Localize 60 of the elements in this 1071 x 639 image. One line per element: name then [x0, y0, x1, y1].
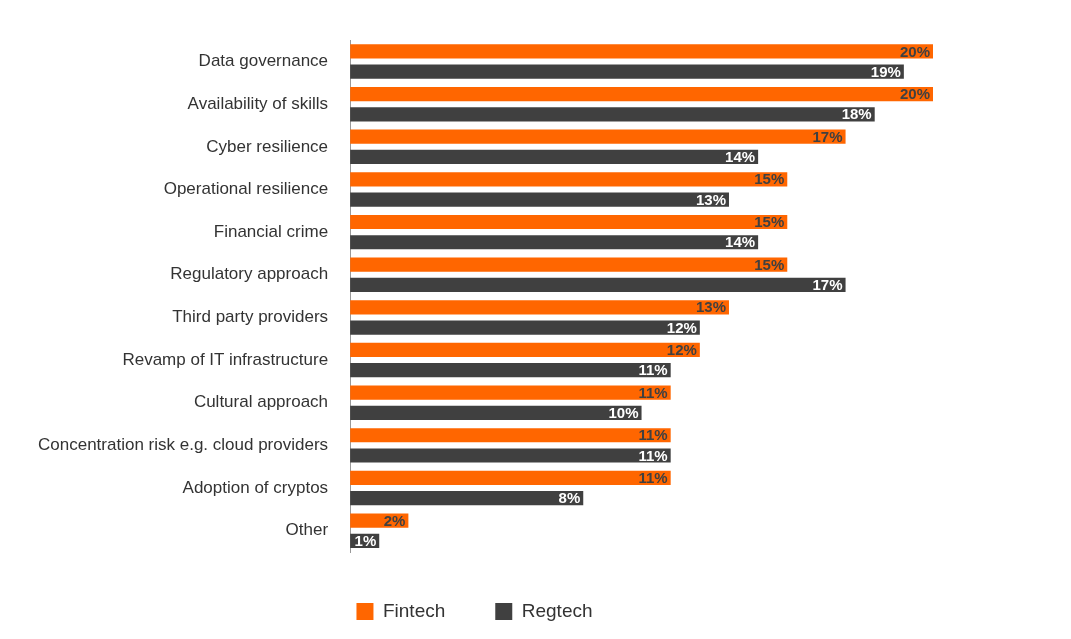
y-tick-label: Operational resilience	[163, 179, 329, 199]
y-tick-label: Financial crime	[213, 221, 329, 241]
data-label: 20%	[899, 85, 930, 103]
data-label: 12%	[666, 318, 697, 336]
bar	[350, 149, 759, 165]
data-label: 15%	[754, 170, 785, 188]
data-label: 12%	[666, 341, 697, 359]
bar	[350, 214, 788, 230]
data-label: 8%	[558, 489, 581, 507]
data-label: 13%	[695, 298, 726, 316]
data-label: 20%	[899, 42, 930, 60]
legend-label: Regtech	[521, 599, 593, 621]
y-tick-label: Revamp of IT infrastructure	[122, 349, 329, 369]
bar	[350, 428, 671, 443]
data-label: 17%	[812, 127, 843, 145]
data-label: 13%	[695, 190, 726, 208]
bar	[350, 448, 671, 463]
bar	[350, 44, 933, 59]
bar	[350, 64, 904, 79]
data-label: 17%	[812, 276, 843, 294]
data-label: 15%	[754, 213, 785, 231]
data-label: 11%	[638, 383, 668, 401]
y-tick-label: Other	[285, 520, 329, 540]
y-tick-label: Data governance	[198, 51, 329, 71]
bar	[350, 385, 671, 400]
bar	[350, 300, 729, 315]
y-tick-label: Concentration risk e.g. cloud providers	[37, 435, 329, 455]
bar	[350, 342, 700, 358]
y-tick-label: Regulatory approach	[170, 264, 329, 284]
bar	[350, 491, 584, 506]
data-label: 14%	[725, 233, 756, 251]
data-label: 14%	[725, 148, 756, 166]
data-label: 11%	[638, 361, 668, 379]
data-label: 1%	[354, 531, 377, 549]
data-label: 11%	[638, 469, 668, 487]
y-tick-label: Cyber resilience	[206, 136, 329, 156]
data-label: 11%	[638, 446, 668, 464]
y-tick-label: Cultural approach	[193, 392, 329, 412]
data-label: 19%	[870, 62, 901, 80]
bar	[350, 172, 788, 187]
bar	[350, 320, 700, 335]
bar	[350, 235, 759, 250]
bar	[350, 277, 846, 292]
y-tick-label: Third party providers	[172, 307, 329, 327]
legend-label: Fintech	[382, 599, 446, 621]
bar	[350, 107, 875, 122]
data-label: 15%	[754, 255, 785, 273]
data-label: 10%	[608, 403, 639, 421]
data-label: 2%	[383, 511, 406, 529]
y-tick-label: Availability of skills	[187, 93, 329, 113]
data-label: 11%	[638, 426, 668, 444]
bar	[350, 257, 788, 272]
bar	[350, 129, 846, 144]
bar	[350, 363, 671, 378]
y-tick-label: Adoption of cryptos	[182, 477, 329, 497]
bar	[350, 405, 642, 420]
data-label: 18%	[841, 105, 872, 123]
bar	[350, 470, 671, 485]
bar	[350, 192, 729, 207]
bar	[350, 86, 933, 102]
